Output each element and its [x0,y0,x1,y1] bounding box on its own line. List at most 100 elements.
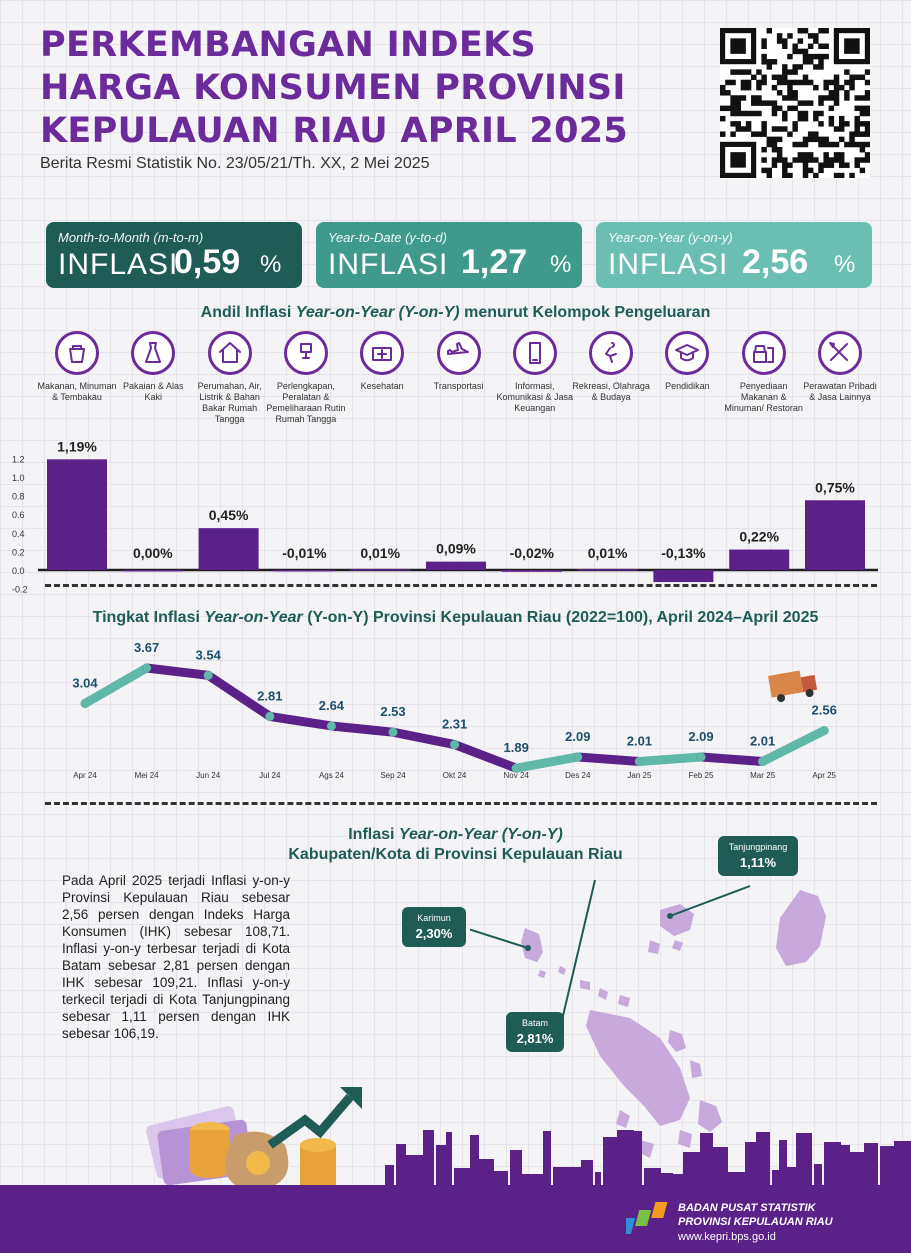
category-label: Informasi, Komunikasi & Jasa Keuangan [496,381,574,413]
y-tick-label: -0.2 [12,585,28,595]
bar-data-label: 0,22% [739,529,779,545]
line-segment [696,752,768,766]
x-tick-label: Ags 24 [319,771,344,780]
x-tick-label: Jan 25 [627,771,652,780]
title-line: PERKEMBANGAN INDEKS [40,25,537,65]
tanjungpinang-connector [669,885,751,917]
line-segment [326,721,398,737]
section-divider [45,802,877,805]
batam-label[interactable]: Batam 2,81% [506,1012,564,1052]
line-data-label: 1.89 [504,740,529,755]
category-label: Pendidikan [665,381,710,391]
karimun-marker [525,945,531,951]
card-value: 2,56 [742,243,809,281]
card-label: Month-to-Month (m-to-m) [58,230,204,245]
line-data-label: 2.09 [688,729,713,744]
card-unit: % [550,251,572,278]
category-item: Pendidikan [647,331,727,392]
line-data-label: 2.31 [442,717,467,732]
growth-arrowhead-icon [340,1087,362,1109]
karimun-connector [470,928,529,949]
line-segment [388,727,460,750]
category-label: Transportasi [433,381,484,391]
category-item: Makanan, Minuman & Tembakau [37,331,117,403]
karimun-label[interactable]: Karimun 2,30% [402,907,466,947]
city-skyline-illustration [385,1130,911,1187]
line-data-label: 3.54 [196,647,222,662]
first-aid-kit-icon [360,331,405,375]
category-item: Perlengkapan, Peralatan & Pemeliharaan R… [266,331,346,425]
line-chart: 3.04 Apr 24 3.67 Mei 24 3.54 Jun 24 2.81 Jul 24… [72,640,837,780]
map-title-line1: Inflasi Year-on-Year (Y-on-Y) [0,825,911,845]
line-data-label: 2.09 [565,729,590,744]
line-point [696,752,706,762]
line-segment [265,711,336,731]
y-tick-label: 0.0 [12,566,25,576]
line-data-label: 2.81 [257,688,282,703]
bar [501,570,562,572]
map-title-line2: Kabupaten/Kota di Provinsi Kepulauan Ria… [288,846,623,863]
category-item: Transportasi [419,331,499,392]
x-tick-label: Mei 24 [135,771,160,780]
bar-data-label: 0,00% [133,545,173,561]
y-tick-label: 0.2 [12,547,25,557]
money-growth-illustration [146,1087,362,1185]
y-tick-label: 0.8 [12,492,25,502]
house-icon [207,331,252,375]
bar [805,500,865,570]
category-label: Perawatan Pribadi & Jasa Lainnya [803,381,877,402]
line-data-label: 2.01 [750,733,775,748]
bar-chart: 1.2 1.0 0.8 0.6 0.4 0.2 0.0 -0.2 1,19% 0,00% 0,45%… [12,438,878,595]
dress-icon [131,331,176,375]
qr-code[interactable] [720,28,871,179]
iron-icon [283,331,328,375]
x-tick-label: Sep 24 [380,771,406,780]
bar [350,569,411,571]
tanjungpinang-label[interactable]: Tanjungpinang 1,11% [718,836,798,876]
bar [729,549,790,570]
page-subtitle: Berita Resmi Statistik No. 23/05/21/Th. … [40,155,430,172]
mtm-inflation-card: Month-to-Month (m-to-m) INFLASI 0,59 % [46,222,302,288]
category-item: Penyediaan Makanan & Minuman/ Restoran [724,331,804,414]
line-point [573,752,583,762]
organization-line: PROVINSI KEPULAUAN RIAU [678,1216,833,1228]
bar [198,528,259,570]
bar-data-label: -0,01% [282,545,327,561]
website-link[interactable]: www.kepri.bps.go.id [678,1231,776,1243]
bar-data-label: -0,13% [661,545,706,561]
line-data-label: 2.56 [812,702,837,717]
line-point [450,740,460,750]
bar-title-em: Year-on-Year (Y-on-Y) [295,304,460,321]
bar-data-label: 0,01% [588,545,628,561]
line-point [142,663,152,673]
bar [274,570,335,572]
bar-title-pre: Andil Inflasi [200,304,296,321]
bar [653,570,714,583]
bar [47,459,107,570]
map-title: Inflasi Year-on-Year (Y-on-Y) Kabupaten/… [0,825,911,865]
tools-icon [818,331,862,375]
x-tick-label: Apr 25 [812,771,836,780]
x-tick-label: Jul 24 [259,771,281,780]
line-title-pre: Tingkat Inflasi [92,609,205,626]
line-data-label: 2.64 [319,698,345,713]
x-tick-label: Nov 24 [504,771,530,780]
region-name: Batam [521,1018,548,1028]
line-chart-title: Tingkat Inflasi Year-on-Year (Y-on-Y) Pr… [0,609,911,627]
category-item: Rekreasi, Olahraga & Budaya [571,331,651,403]
coin-stack-icon [190,1122,230,1178]
region-name: Karimun [417,913,451,923]
card-prefix: INFLASI [58,248,179,281]
bar-data-label: 0,45% [209,507,249,523]
line-point [265,711,275,721]
summary-paragraph: Pada April 2025 terjadi Inflasi y-on-y P… [62,873,290,1041]
y-tick-label: 0.4 [12,529,25,539]
category-label: Makanan, Minuman & Tembakau [37,381,117,402]
batam-connector [561,879,596,1021]
region-value: 2,30% [415,926,453,941]
map-title-pre: Inflasi [348,826,399,843]
category-label: Penyediaan Makanan & Minuman/ Restoran [724,381,803,413]
y-tick-label: 0.6 [12,510,25,520]
title-line: HARGA KONSUMEN PROVINSI [40,68,626,108]
y-tick-label: 1.2 [12,454,25,464]
